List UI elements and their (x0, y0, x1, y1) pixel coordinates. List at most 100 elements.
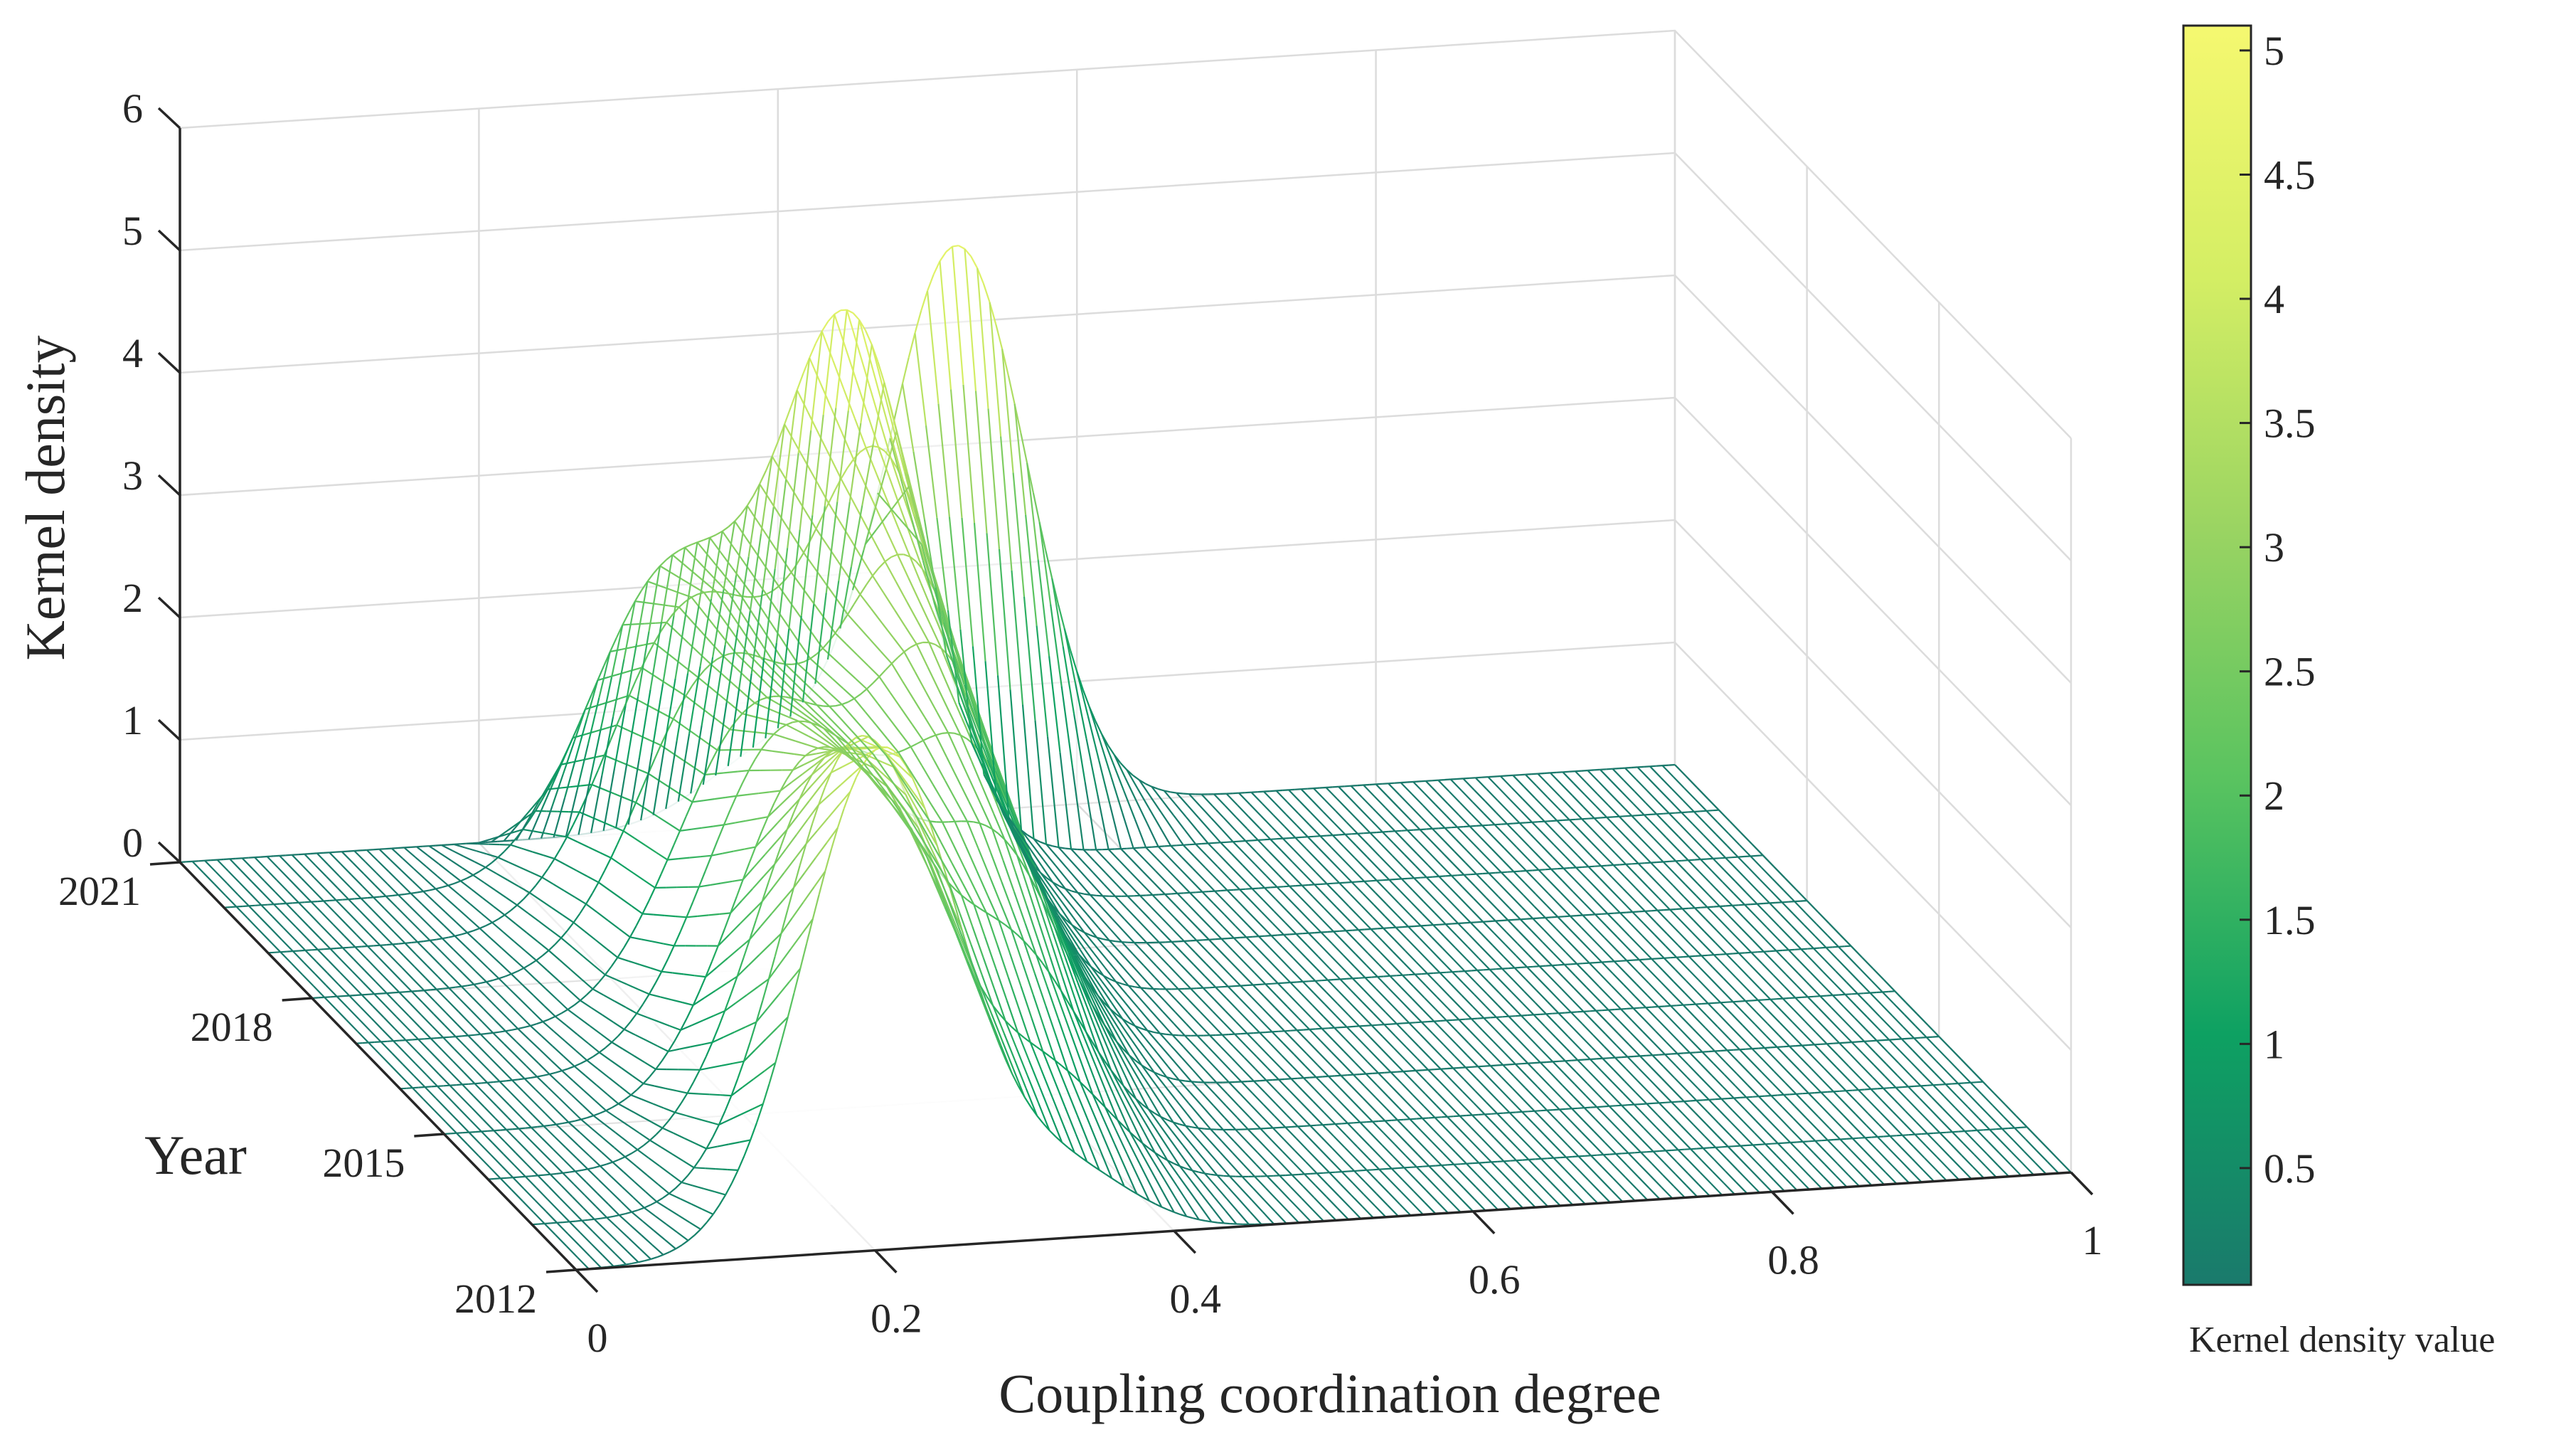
mesh-segment (1290, 1078, 1303, 1091)
mesh-segment (1101, 980, 1114, 997)
mesh-segment (1094, 998, 1107, 1021)
mesh-segment (664, 650, 677, 661)
density-segment (497, 840, 504, 842)
mesh-segment (1085, 1032, 1098, 1058)
mesh-segment (824, 751, 836, 758)
density-segment (647, 642, 655, 655)
density-segment (932, 260, 941, 275)
density-segment (721, 526, 729, 532)
mesh-segment (1090, 966, 1103, 982)
mesh-segment (915, 806, 927, 827)
mesh-segment (789, 704, 802, 714)
mesh-segment (609, 1189, 622, 1202)
density-segment (518, 1127, 526, 1130)
density-segment (1552, 964, 1558, 967)
mesh-segment (615, 762, 628, 829)
mesh-segment (710, 1064, 723, 1069)
density-segment (669, 1187, 676, 1194)
mesh-segment (542, 1021, 555, 1032)
mesh-segment (1184, 1034, 1197, 1048)
density-segment (267, 903, 275, 906)
mesh-segment (582, 1207, 595, 1220)
mesh-segment (1169, 1139, 1182, 1156)
mesh-segment (1129, 1047, 1143, 1066)
density-segment (348, 849, 355, 852)
mesh-segment (913, 793, 926, 810)
mesh-segment (1112, 1059, 1124, 1086)
mesh-segment (492, 1032, 505, 1045)
mesh-segment (720, 673, 733, 684)
mesh-segment (962, 384, 976, 524)
mesh-segment (1014, 1060, 1027, 1089)
mesh-segment (600, 1033, 612, 1043)
density-segment (754, 749, 762, 760)
mesh-segment (240, 869, 252, 883)
mesh-segment (977, 848, 991, 876)
density-segment (1454, 1163, 1461, 1165)
mesh-segment (319, 936, 331, 950)
mesh-segment (1183, 940, 1196, 953)
mesh-segment (1386, 1204, 1399, 1217)
mesh-segment (524, 950, 537, 961)
mesh-segment (380, 1041, 393, 1054)
density-segment (1476, 825, 1483, 827)
density-segment (1582, 817, 1589, 820)
mesh-segment (509, 1104, 521, 1117)
density-segment (468, 1034, 475, 1037)
density-segment (1183, 891, 1191, 894)
mesh-segment (373, 993, 386, 1006)
mesh-segment (820, 736, 833, 746)
density-segment (1289, 933, 1297, 936)
mesh-segment (445, 1121, 457, 1134)
mesh-segment (1187, 1202, 1200, 1220)
density-segment (1432, 827, 1439, 830)
mesh-segment (1013, 403, 1027, 515)
mesh-segment (1151, 1172, 1164, 1193)
mesh-segment (513, 940, 526, 952)
mesh-segment (848, 743, 861, 759)
mesh-segment (794, 753, 806, 757)
density-segment (486, 1032, 494, 1034)
mesh-segment (973, 522, 986, 662)
mesh-segment (449, 1084, 462, 1098)
mesh-segment (1026, 462, 1039, 560)
mesh-segment (1105, 872, 1117, 886)
density-segment (1479, 1161, 1486, 1164)
mesh-segment (1256, 1056, 1269, 1069)
mesh-segment (521, 1200, 534, 1213)
density-segment (1370, 832, 1377, 834)
mesh-segment (679, 1198, 692, 1205)
density-segment (1691, 1148, 1697, 1150)
mesh-segment (937, 864, 950, 884)
density-segment (292, 950, 299, 953)
mesh-segment (1114, 896, 1127, 908)
mesh-segment (713, 1010, 725, 1017)
mesh-segment (634, 1181, 646, 1193)
mesh-segment (1140, 987, 1153, 1001)
density-segment (1257, 839, 1265, 841)
density-segment (1621, 1056, 1628, 1059)
mesh-segment (1242, 1069, 1255, 1082)
mesh-segment (451, 962, 464, 975)
mesh-segment (522, 1091, 535, 1103)
density-segment (1429, 1165, 1436, 1167)
density-segment (548, 943, 555, 951)
mesh-segment (801, 711, 814, 721)
mesh-segment (1109, 929, 1123, 943)
mesh-segment (627, 983, 639, 990)
mesh-segment (623, 1171, 636, 1183)
density-segment (398, 847, 405, 849)
mesh-segment (1324, 1112, 1336, 1125)
mesh-segment (401, 967, 414, 980)
density-segment (273, 854, 280, 857)
mesh-segment (683, 973, 695, 977)
mesh-segment (432, 914, 445, 926)
density-segment (506, 1177, 513, 1179)
mesh-segment (1243, 1056, 1256, 1070)
mesh-segment (749, 534, 762, 612)
mesh-segment (1073, 955, 1086, 978)
density-segment (1444, 827, 1452, 829)
mesh-segment (1103, 884, 1116, 897)
mesh-segment (541, 876, 554, 885)
